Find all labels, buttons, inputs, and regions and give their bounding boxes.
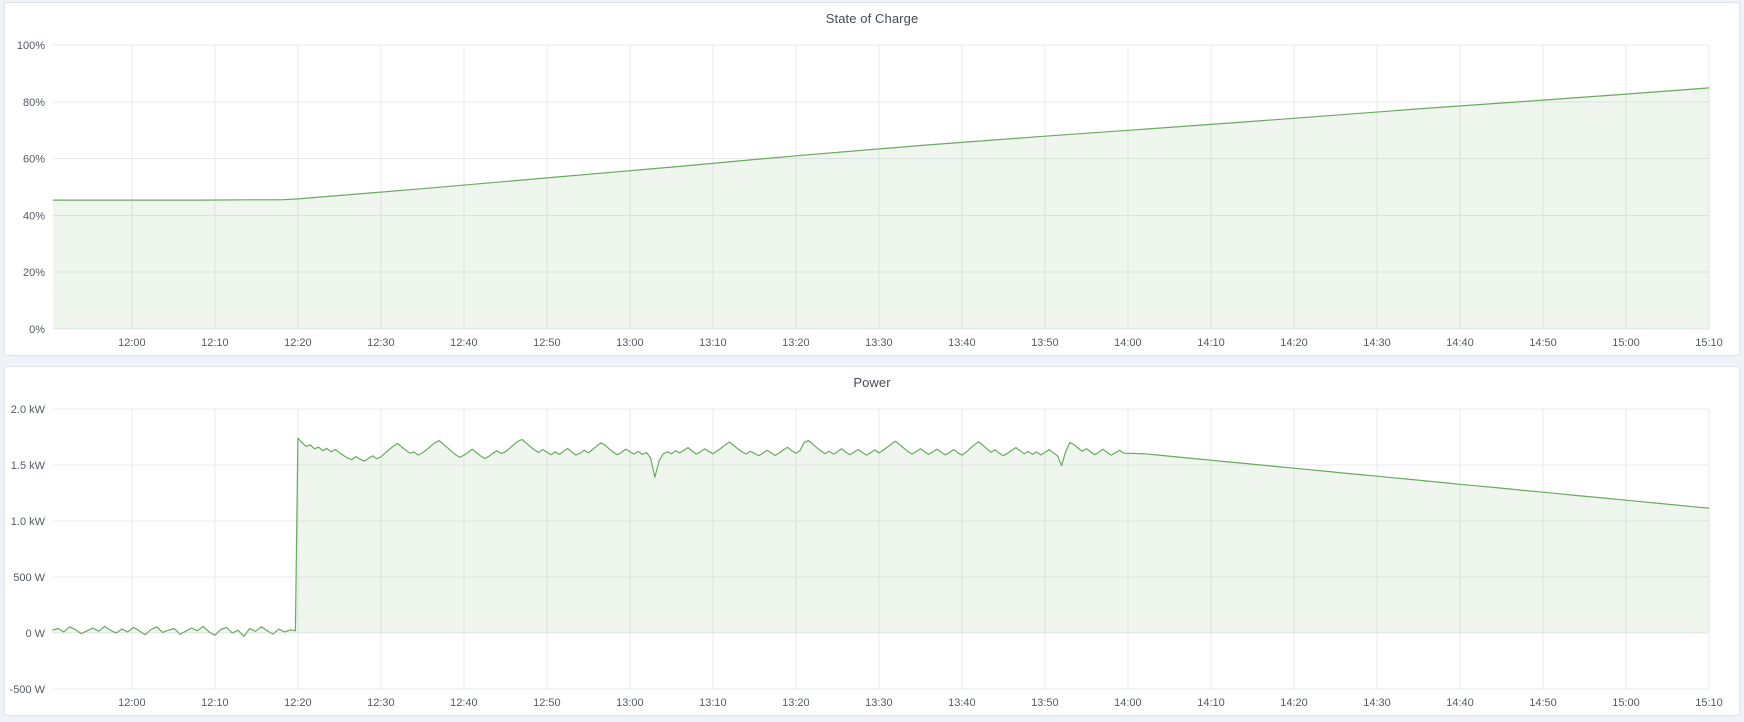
svg-text:13:50: 13:50 [1031, 697, 1059, 709]
svg-text:13:10: 13:10 [699, 337, 727, 349]
svg-text:13:00: 13:00 [616, 697, 644, 709]
svg-text:13:30: 13:30 [865, 697, 893, 709]
svg-text:12:50: 12:50 [533, 697, 561, 709]
svg-text:20%: 20% [23, 267, 45, 279]
panel-title-power[interactable]: Power [853, 375, 891, 390]
svg-text:13:30: 13:30 [865, 337, 893, 349]
chart-svg: -500 W 0 W 500 W 1.0 kW 1.5 kW 2.0 kW 12:00 12:… [10, 404, 1723, 709]
power-chart[interactable]: -500 W 0 W 500 W 1.0 kW 1.5 kW 2.0 kW 12:00 12:… [5, 367, 1739, 715]
panel-title-state-of-charge[interactable]: State of Charge [825, 11, 919, 26]
svg-text:60%: 60% [23, 154, 45, 166]
svg-text:-500 W: -500 W [10, 684, 46, 696]
svg-text:0 W: 0 W [25, 628, 45, 640]
svg-text:12:30: 12:30 [367, 337, 395, 349]
svg-text:12:10: 12:10 [201, 697, 229, 709]
svg-text:14:50: 14:50 [1529, 697, 1557, 709]
svg-text:13:50: 13:50 [1031, 337, 1059, 349]
chart-svg: 0% 20% 40% 60% 80% 100% 12:00 12:10 12:20 12:30 12… [17, 40, 1723, 349]
svg-text:12:10: 12:10 [201, 337, 229, 349]
svg-text:13:40: 13:40 [948, 337, 976, 349]
svg-text:14:10: 14:10 [1197, 337, 1225, 349]
svg-text:12:00: 12:00 [118, 337, 146, 349]
svg-text:80%: 80% [23, 97, 45, 109]
svg-text:13:10: 13:10 [699, 697, 727, 709]
svg-text:1.0 kW: 1.0 kW [11, 516, 46, 528]
svg-text:14:10: 14:10 [1197, 697, 1225, 709]
svg-text:14:30: 14:30 [1363, 697, 1391, 709]
svg-text:100%: 100% [17, 40, 45, 52]
svg-text:15:00: 15:00 [1612, 337, 1640, 349]
svg-text:15:00: 15:00 [1612, 697, 1640, 709]
soc-chart[interactable]: 0% 20% 40% 60% 80% 100% 12:00 12:10 12:20 12:30 12… [5, 3, 1739, 355]
svg-text:13:20: 13:20 [782, 337, 810, 349]
svg-text:13:40: 13:40 [948, 697, 976, 709]
svg-text:12:00: 12:00 [118, 697, 146, 709]
svg-text:13:20: 13:20 [782, 697, 810, 709]
svg-text:12:20: 12:20 [284, 697, 312, 709]
svg-text:1.5 kW: 1.5 kW [11, 460, 46, 472]
svg-text:14:20: 14:20 [1280, 337, 1308, 349]
svg-text:12:20: 12:20 [284, 337, 312, 349]
svg-text:2.0 kW: 2.0 kW [11, 404, 46, 416]
svg-text:14:40: 14:40 [1446, 337, 1474, 349]
svg-text:14:00: 14:00 [1114, 337, 1142, 349]
svg-text:14:20: 14:20 [1280, 697, 1308, 709]
svg-text:40%: 40% [23, 210, 45, 222]
panel-state-of-charge: State of Charge 0% 20% 40% 60% 80% 100% 12:00 1… [4, 2, 1740, 356]
svg-text:12:40: 12:40 [450, 697, 478, 709]
svg-text:12:30: 12:30 [367, 697, 395, 709]
svg-text:14:00: 14:00 [1114, 697, 1142, 709]
svg-text:0%: 0% [29, 324, 45, 336]
svg-text:500 W: 500 W [13, 572, 45, 584]
svg-text:15:10: 15:10 [1695, 697, 1723, 709]
svg-text:12:50: 12:50 [533, 337, 561, 349]
svg-text:12:40: 12:40 [450, 337, 478, 349]
svg-text:15:10: 15:10 [1695, 337, 1723, 349]
svg-text:14:50: 14:50 [1529, 337, 1557, 349]
panel-power: Power -500 W 0 W 500 W 1.0 kW 1.5 kW 2.0 kW 12… [4, 366, 1740, 716]
svg-text:14:30: 14:30 [1363, 337, 1391, 349]
svg-text:13:00: 13:00 [616, 337, 644, 349]
svg-text:14:40: 14:40 [1446, 697, 1474, 709]
